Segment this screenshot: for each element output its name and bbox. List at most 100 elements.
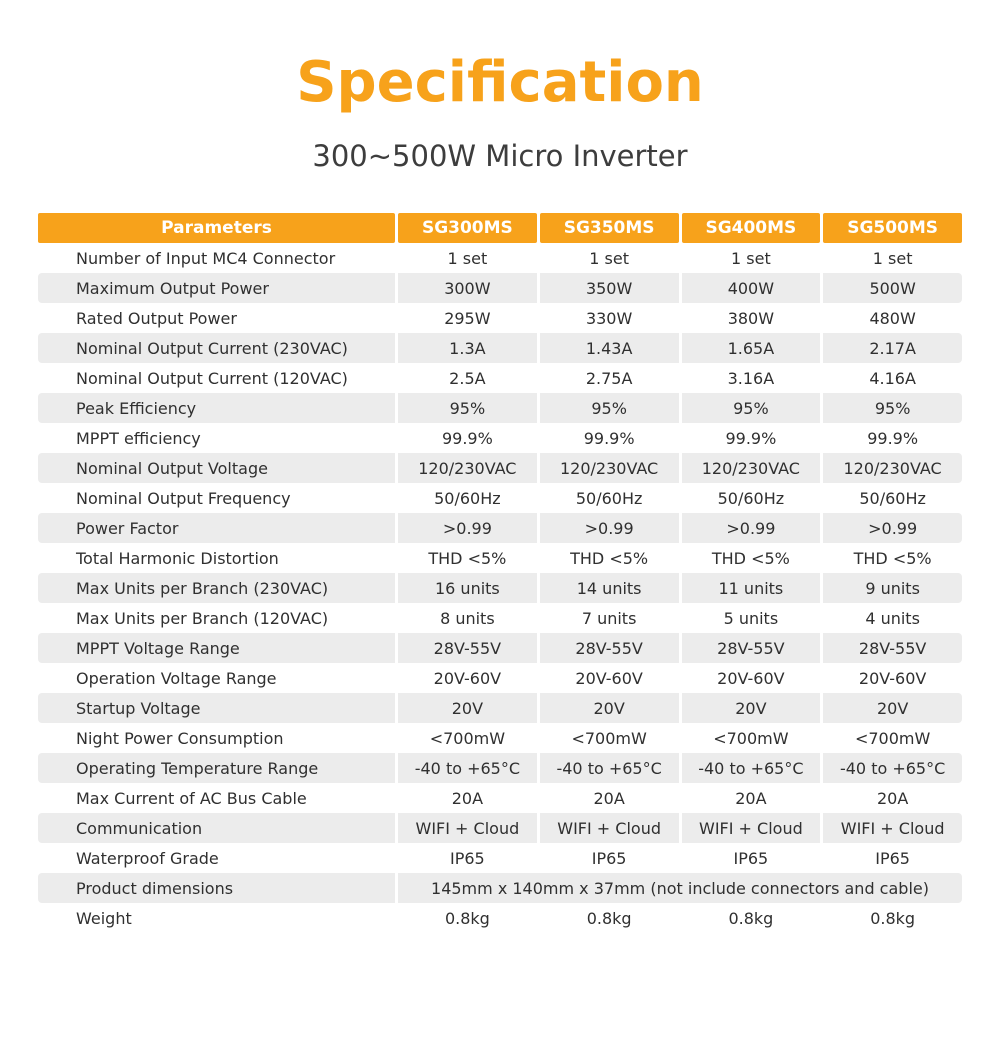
table-row: Max Units per Branch (230VAC) 16 units 14 …: [38, 573, 962, 603]
row-value: WIFI + Cloud: [681, 813, 821, 843]
row-label: Max Units per Branch (120VAC): [76, 608, 329, 628]
row-value: >0.99: [823, 513, 962, 543]
header-column-sg300ms: SG300MS: [398, 213, 537, 243]
row-value: 14 units: [539, 573, 679, 603]
row-value: 5 units: [723, 608, 779, 628]
row-value: 28V-55V: [398, 633, 537, 663]
table-row: MPPT Voltage Range 28V-55V 28V-55V 28V-55V 2…: [38, 633, 962, 663]
row-value: <700mW: [854, 728, 931, 748]
row-value: 28V-55V: [681, 633, 821, 663]
row-value: 11 units: [681, 573, 821, 603]
row-value: IP65: [450, 848, 485, 868]
row-label: Weight: [76, 908, 132, 928]
row-label: Max Current of AC Bus Cable: [76, 788, 307, 808]
row-value: 95%: [398, 393, 537, 423]
row-value: THD <5%: [853, 548, 932, 568]
header-column-sg350ms: SG350MS: [539, 213, 679, 243]
row-value: 28V-55V: [823, 633, 962, 663]
row-value: 480W: [869, 308, 916, 328]
row-label: Peak Efficiency: [38, 393, 395, 423]
row-value-span: 145mm x 140mm x 37mm (not include connec…: [398, 873, 962, 903]
row-value: 99.9%: [583, 428, 635, 448]
row-value: 50/60Hz: [859, 488, 926, 508]
header-parameters: Parameters: [38, 213, 395, 243]
table-row: Weight 0.8kg 0.8kg 0.8kg 0.8kg: [38, 903, 962, 933]
row-value: IP65: [733, 848, 769, 868]
row-label: Rated Output Power: [76, 308, 237, 328]
row-value: 20V-60V: [433, 668, 502, 688]
row-value: 99.9%: [725, 428, 777, 448]
row-label: Communication: [38, 813, 395, 843]
row-label: Total Harmonic Distortion: [76, 548, 279, 568]
row-value: 1.65A: [681, 333, 821, 363]
row-value: 1 set: [872, 248, 913, 268]
row-value: 120/230VAC: [539, 453, 679, 483]
row-value: 1.3A: [398, 333, 537, 363]
row-value: 99.9%: [441, 428, 493, 448]
row-label: Startup Voltage: [38, 693, 395, 723]
row-value: 500W: [823, 273, 962, 303]
row-label: Night Power Consumption: [76, 728, 284, 748]
row-value: 4.16A: [869, 368, 916, 388]
table-row: Max Units per Branch (120VAC) 8 units 7 un…: [38, 603, 962, 633]
header-column-sg400ms: SG400MS: [681, 213, 821, 243]
row-value: 95%: [681, 393, 821, 423]
row-value: 120/230VAC: [823, 453, 962, 483]
row-value: 120/230VAC: [681, 453, 821, 483]
row-value: 0.8kg: [586, 908, 632, 928]
row-label: Maximum Output Power: [38, 273, 395, 303]
table-row: Peak Efficiency 95% 95% 95% 95%: [38, 393, 962, 423]
row-value: 50/60Hz: [717, 488, 785, 508]
row-value: -40 to +65°C: [681, 753, 821, 783]
table-row: Nominal Output Current (120VAC) 2.5A 2.75A…: [38, 363, 962, 393]
table-row: Nominal Output Frequency 50/60Hz 50/60Hz 50…: [38, 483, 962, 513]
row-value: 99.9%: [867, 428, 919, 448]
row-value: 9 units: [823, 573, 962, 603]
row-value: 350W: [539, 273, 679, 303]
table-row: Max Current of AC Bus Cable 20A 20A 20A 20A: [38, 783, 962, 813]
row-value: IP65: [875, 848, 910, 868]
table-row: Power Factor >0.99 >0.99 >0.99 >0.99: [38, 513, 962, 543]
row-value: 1 set: [589, 248, 629, 268]
table-row: Rated Output Power 295W 330W 380W 480W: [38, 303, 962, 333]
row-label: Product dimensions: [38, 873, 395, 903]
row-value: 2.5A: [449, 368, 486, 388]
row-value: 7 units: [581, 608, 637, 628]
row-value: THD <5%: [711, 548, 790, 568]
row-value: 2.75A: [585, 368, 633, 388]
row-value: 95%: [539, 393, 679, 423]
row-value: -40 to +65°C: [823, 753, 962, 783]
row-value: 20V-60V: [717, 668, 785, 688]
row-value: 20V: [823, 693, 962, 723]
table-row: Total Harmonic Distortion THD <5% THD <5% T…: [38, 543, 962, 573]
row-value: WIFI + Cloud: [823, 813, 962, 843]
row-value: WIFI + Cloud: [539, 813, 679, 843]
row-value: WIFI + Cloud: [398, 813, 537, 843]
table-body: Number of Input MC4 Connector 1 set 1 set 1…: [38, 243, 962, 933]
row-value: 0.8kg: [728, 908, 774, 928]
row-value: 20V: [539, 693, 679, 723]
row-value: IP65: [591, 848, 627, 868]
row-value: >0.99: [681, 513, 821, 543]
row-label: MPPT efficiency: [76, 428, 201, 448]
row-label: Nominal Output Voltage: [38, 453, 395, 483]
row-value: THD <5%: [570, 548, 649, 568]
row-value: 20V-60V: [575, 668, 643, 688]
row-value: 20A: [451, 788, 484, 808]
row-value: 3.16A: [727, 368, 775, 388]
table-row: Communication WIFI + Cloud WIFI + Cloud WIF…: [38, 813, 962, 843]
row-value: 4 units: [865, 608, 920, 628]
row-value: 1 set: [731, 248, 771, 268]
table-row: Maximum Output Power 300W 350W 400W 500W: [38, 273, 962, 303]
table-row: Operation Voltage Range 20V-60V 20V-60V 20V…: [38, 663, 962, 693]
table-row: Nominal Output Voltage 120/230VAC 120/230V…: [38, 453, 962, 483]
row-value: 300W: [398, 273, 537, 303]
row-value: 295W: [444, 308, 491, 328]
row-value: -40 to +65°C: [539, 753, 679, 783]
row-value: 120/230VAC: [398, 453, 537, 483]
row-value: <700mW: [571, 728, 647, 748]
row-label: Max Units per Branch (230VAC): [38, 573, 395, 603]
row-value: 20V: [398, 693, 537, 723]
row-label: Nominal Output Current (230VAC): [38, 333, 395, 363]
row-label: Waterproof Grade: [76, 848, 219, 868]
